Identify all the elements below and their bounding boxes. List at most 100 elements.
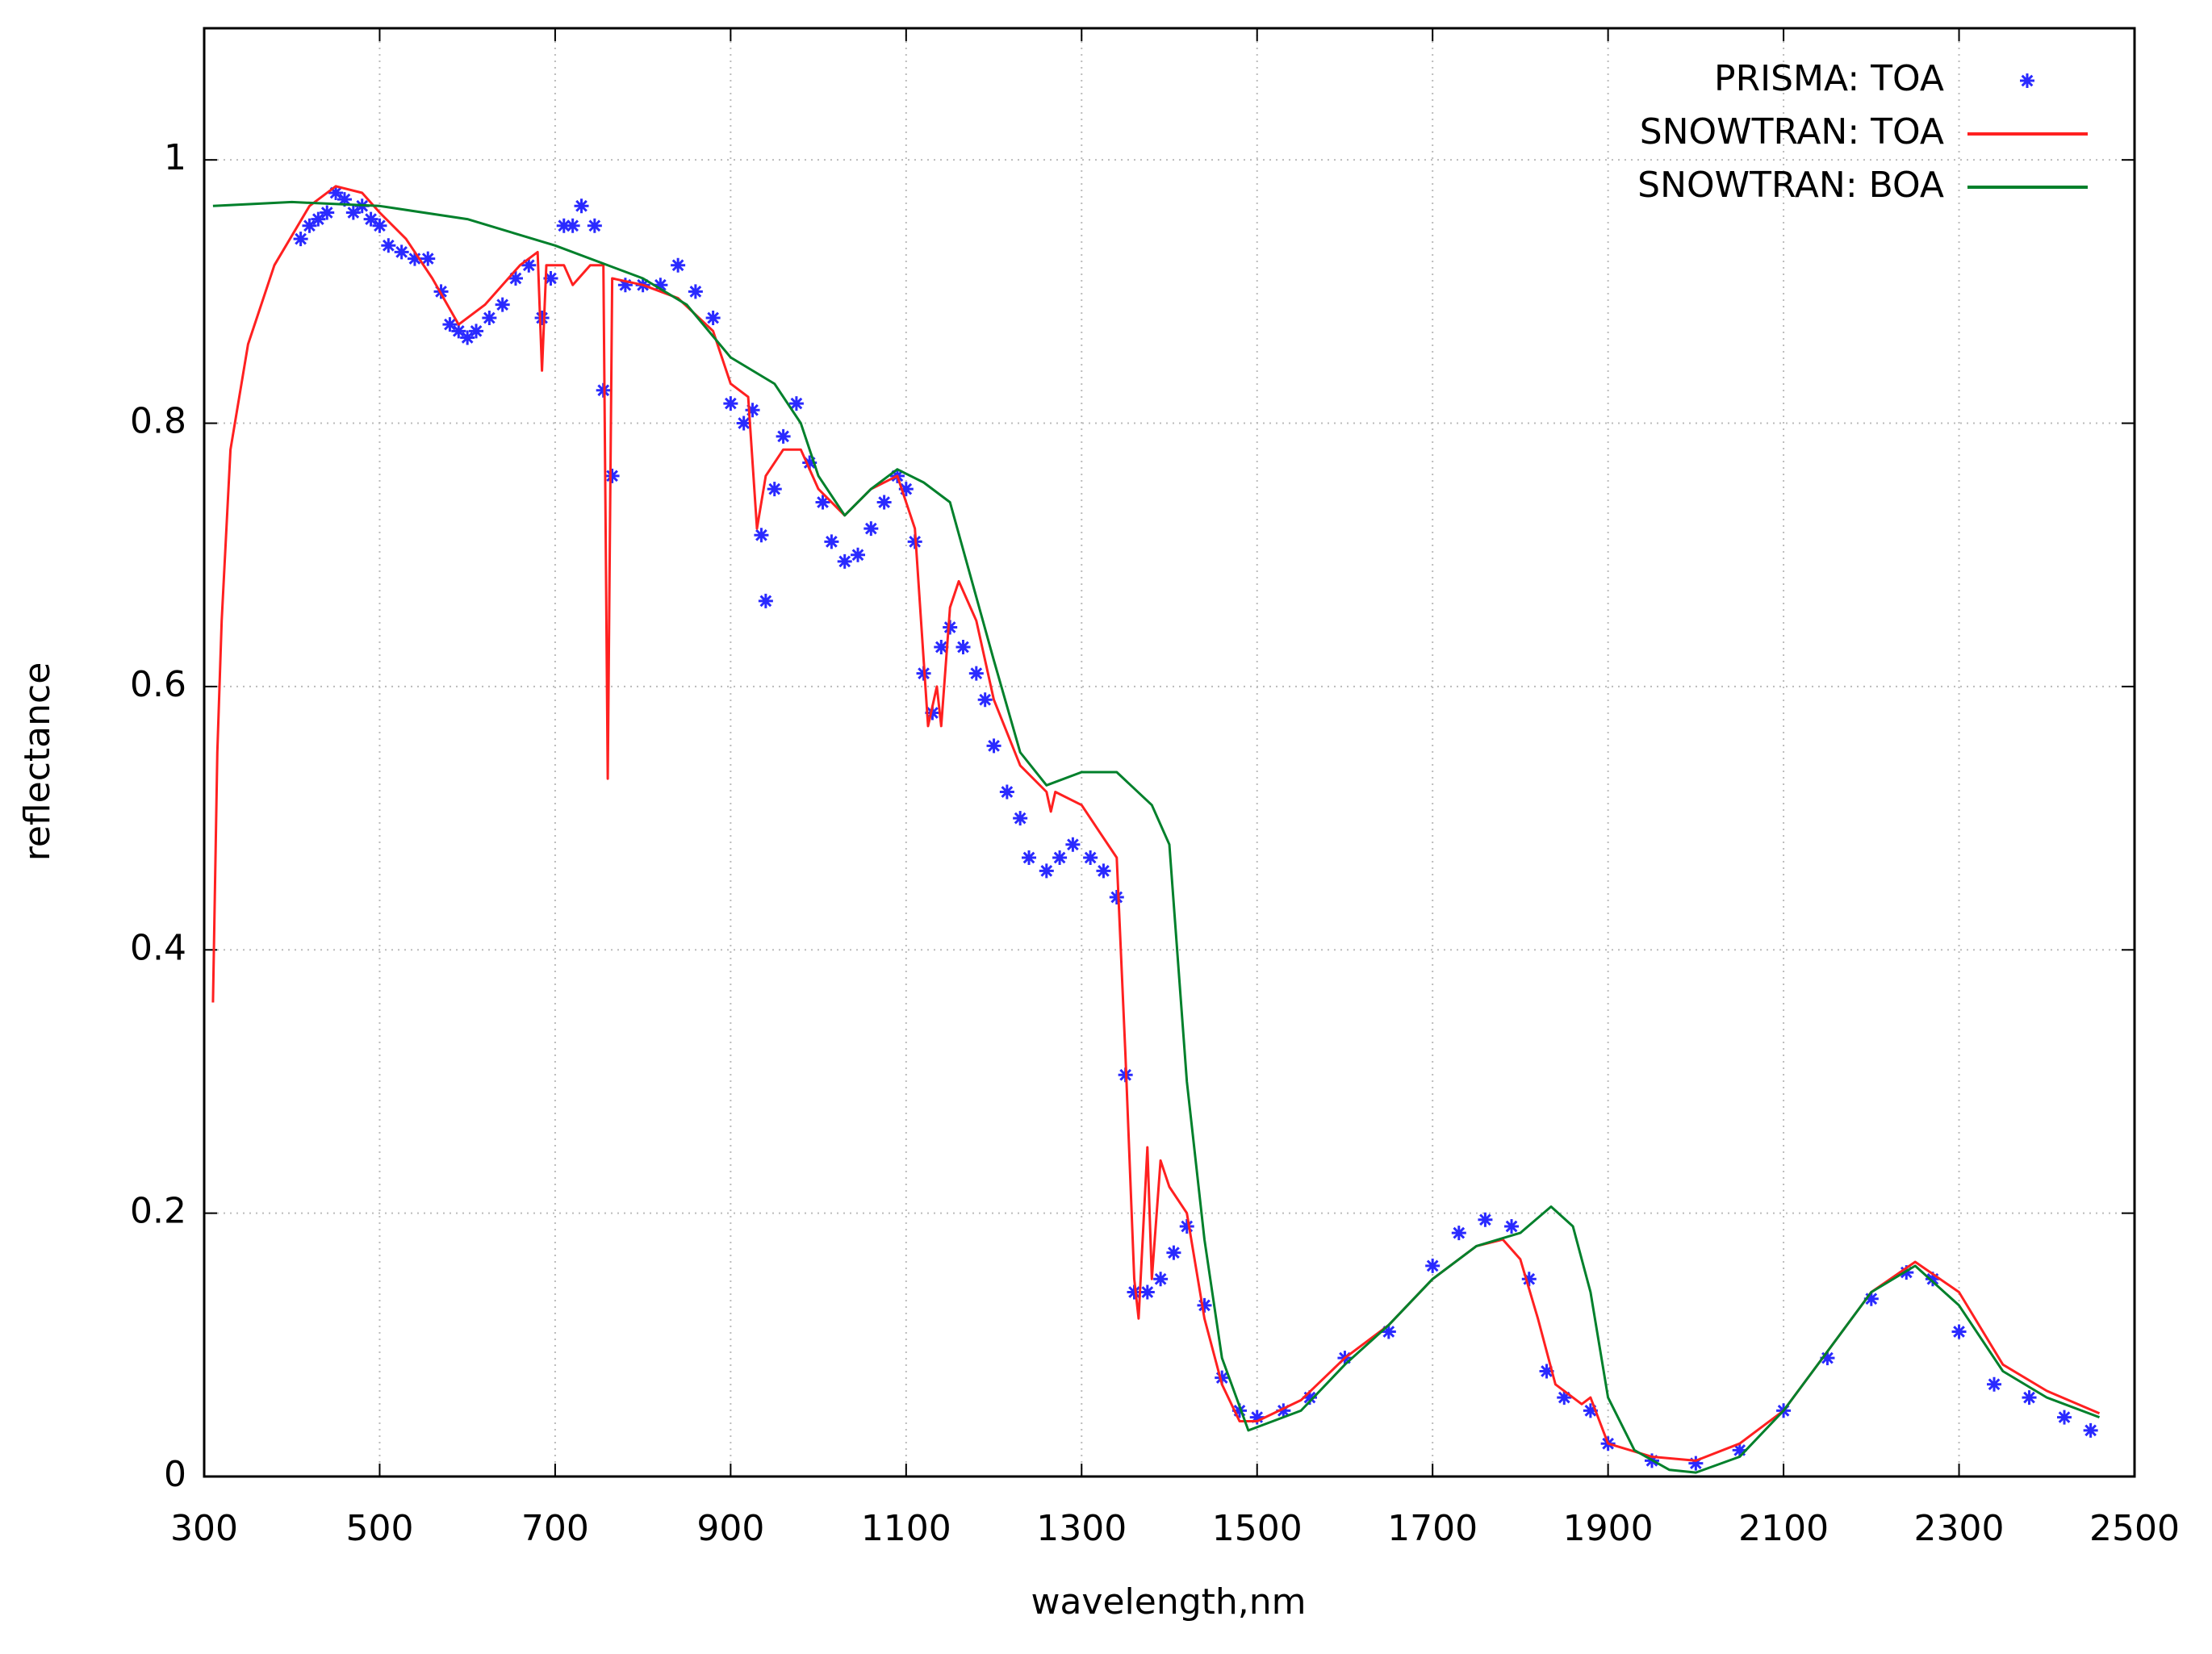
data-point xyxy=(1039,863,1054,879)
data-point xyxy=(1179,1218,1194,1234)
data-point xyxy=(745,403,760,418)
x-tick-label: 2100 xyxy=(1738,1508,1829,1549)
data-point xyxy=(1863,1291,1879,1306)
data-point xyxy=(955,639,971,654)
y-tick-label: 1 xyxy=(164,137,186,178)
legend-swatch xyxy=(2020,73,2034,88)
data-point xyxy=(345,205,361,220)
data-point xyxy=(1425,1258,1441,1273)
x-tick-label: 700 xyxy=(521,1508,589,1549)
data-point xyxy=(381,238,396,253)
data-point xyxy=(394,244,409,260)
data-point xyxy=(1504,1218,1520,1234)
data-point xyxy=(1732,1443,1747,1458)
data-point xyxy=(565,218,580,233)
data-point xyxy=(1925,1272,1940,1287)
data-point xyxy=(968,666,984,681)
data-point xyxy=(363,211,378,227)
data-point xyxy=(1688,1456,1704,1471)
data-point xyxy=(1109,890,1124,904)
data-point xyxy=(442,317,458,332)
y-tick-label: 0.6 xyxy=(130,664,186,705)
data-point xyxy=(1451,1226,1466,1241)
legend-label: PRISMA: TOA xyxy=(1714,58,1944,99)
data-point xyxy=(925,705,940,720)
data-point xyxy=(556,218,571,233)
data-point xyxy=(1215,1370,1230,1385)
y-tick-label: 0.4 xyxy=(130,927,186,968)
data-point xyxy=(495,297,510,312)
data-point xyxy=(1197,1297,1212,1313)
data-point xyxy=(723,396,738,411)
data-point xyxy=(293,232,308,247)
x-tick-label: 1900 xyxy=(1563,1508,1654,1549)
data-point xyxy=(788,396,804,411)
data-point xyxy=(1065,837,1081,852)
data-point xyxy=(460,330,475,345)
data-point xyxy=(534,311,550,325)
data-point xyxy=(543,271,558,286)
data-point xyxy=(1052,850,1068,866)
x-tick-label: 1700 xyxy=(1387,1508,1478,1549)
data-point xyxy=(837,553,852,569)
legend-label: SNOWTRAN: TOA xyxy=(1640,111,1944,152)
data-point xyxy=(851,547,866,562)
data-point xyxy=(776,428,791,444)
data-point xyxy=(1951,1324,1967,1339)
data-point xyxy=(1139,1284,1155,1300)
data-point xyxy=(1249,1410,1265,1425)
y-tick-label: 0.2 xyxy=(130,1191,186,1232)
data-point xyxy=(617,278,633,293)
data-point xyxy=(1083,850,1098,866)
data-point xyxy=(943,620,958,635)
x-tick-label: 900 xyxy=(696,1508,764,1549)
x-tick-label: 1100 xyxy=(861,1508,951,1549)
data-point xyxy=(604,468,620,483)
y-tick-label: 0 xyxy=(164,1454,186,1495)
data-point xyxy=(705,311,721,325)
data-point xyxy=(337,192,352,207)
data-point xyxy=(999,784,1014,800)
data-point xyxy=(876,495,892,510)
data-point xyxy=(451,324,466,339)
y-axis-label: reflectance xyxy=(17,662,58,862)
data-point xyxy=(1539,1364,1554,1379)
data-point xyxy=(328,185,344,200)
data-point xyxy=(1022,850,1037,866)
data-point xyxy=(653,278,668,293)
data-point xyxy=(688,284,703,299)
data-point xyxy=(1583,1403,1598,1418)
data-point xyxy=(934,639,949,654)
data-point xyxy=(482,311,497,325)
data-point xyxy=(1478,1212,1493,1227)
plot-frame xyxy=(203,27,2136,1478)
data-point xyxy=(824,534,839,549)
data-point xyxy=(1231,1403,1247,1418)
data-point xyxy=(898,482,914,497)
data-point xyxy=(986,738,1001,754)
data-point xyxy=(1096,863,1111,879)
data-point xyxy=(1987,1376,2002,1392)
x-axis-label: wavelength,nm xyxy=(1031,1581,1306,1623)
data-point xyxy=(302,218,317,233)
data-point xyxy=(574,198,589,214)
y-tick-label: 0.8 xyxy=(130,401,186,442)
data-point xyxy=(407,251,422,266)
x-tick-label: 500 xyxy=(345,1508,413,1549)
data-point xyxy=(1166,1245,1181,1260)
data-point xyxy=(1127,1284,1142,1300)
data-line xyxy=(211,185,2101,1462)
data-line xyxy=(212,200,2101,1474)
data-point xyxy=(311,211,326,227)
data-point xyxy=(1153,1272,1169,1287)
data-point xyxy=(2083,1422,2098,1438)
data-point xyxy=(1276,1403,1291,1418)
data-point xyxy=(1521,1272,1537,1287)
data-point xyxy=(1820,1351,1835,1366)
data-point xyxy=(1013,811,1028,826)
data-point xyxy=(754,528,769,543)
x-tick-label: 2300 xyxy=(1914,1508,2005,1549)
data-point xyxy=(758,593,773,608)
